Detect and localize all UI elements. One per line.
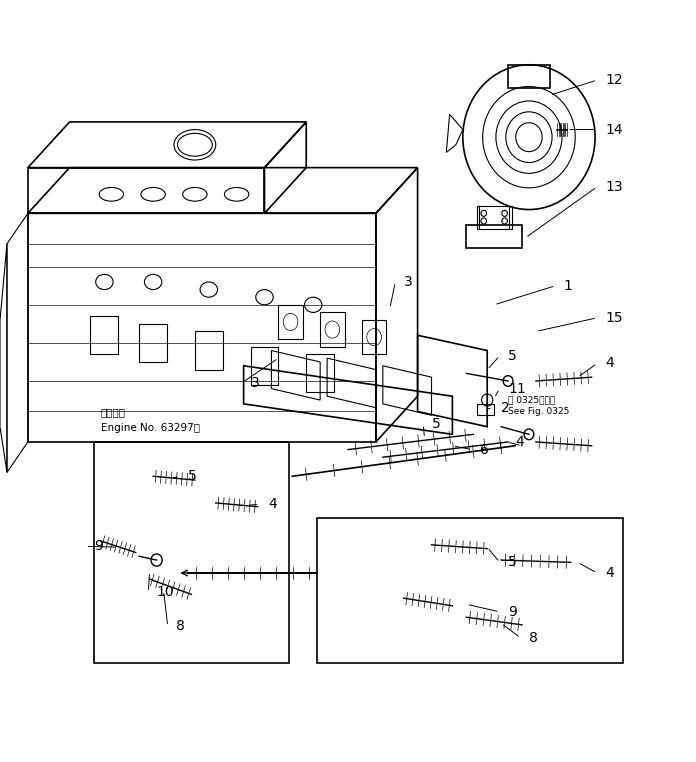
Bar [317,518,623,663]
Text: 適用号等: 適用号等 [101,408,126,418]
Text: 5: 5 [508,349,517,363]
Text: 12: 12 [606,73,623,87]
Bar [278,305,303,339]
Text: 5: 5 [432,418,441,431]
Text: 14: 14 [606,123,623,136]
Text: 13: 13 [606,180,623,194]
Text: 高 0325図参照: 高 0325図参照 [508,395,555,405]
Bar [139,324,167,362]
Bar [251,347,278,385]
Text: 1: 1 [564,279,573,293]
Bar [477,404,494,415]
Text: 5: 5 [188,469,197,483]
Text: 8: 8 [176,620,185,633]
Text: 2: 2 [501,401,510,415]
Text: 10: 10 [157,585,174,599]
Text: 4: 4 [268,498,277,511]
Bar [195,331,223,370]
Bar [94,442,289,663]
Bar [90,316,118,354]
Text: 9: 9 [94,539,103,553]
Text: See Fig. 0325: See Fig. 0325 [508,407,569,416]
Text: 4: 4 [606,566,615,580]
Bar [362,320,386,354]
Text: 4: 4 [606,357,615,370]
Text: 4: 4 [515,435,524,449]
Text: 11: 11 [508,382,526,395]
Text: 5: 5 [508,555,517,569]
Bar [320,312,345,347]
Text: 6: 6 [480,443,489,456]
Bar [306,354,334,392]
Text: 9: 9 [508,605,517,619]
Text: 8: 8 [529,631,538,645]
Text: Engine No. 63297～: Engine No. 63297～ [101,423,200,433]
Text: 15: 15 [606,311,623,325]
Text: 3: 3 [251,376,260,389]
Text: 3: 3 [404,275,413,289]
